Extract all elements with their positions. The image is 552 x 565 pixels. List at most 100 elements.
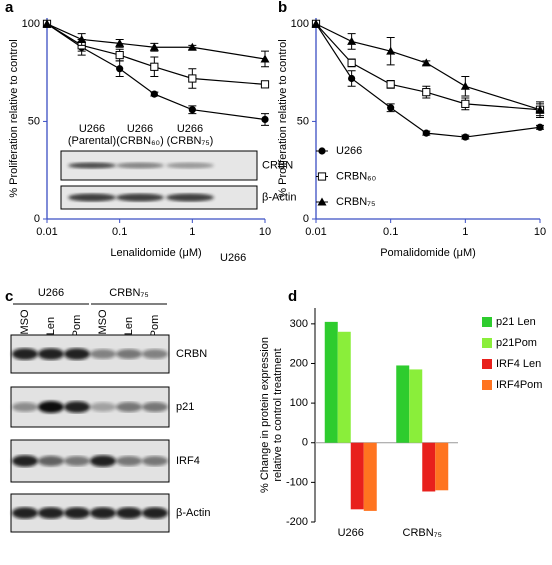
y-tick-label: 100: [290, 397, 308, 409]
blot-band: [142, 402, 168, 412]
y-axis-label: % Proliferation relative to control: [277, 39, 289, 197]
marker: [386, 46, 396, 55]
blot-band: [90, 402, 116, 412]
panel-label: b: [278, 0, 287, 16]
marker: [150, 62, 159, 71]
blot-band: [38, 401, 64, 413]
marker: [187, 42, 197, 51]
blot-band: [64, 348, 90, 360]
bar: [363, 442, 377, 511]
legend-swatch: [482, 359, 492, 369]
y-tick-label: 100: [291, 18, 309, 30]
group-label: U266: [38, 287, 64, 299]
legend-label: U266: [336, 145, 362, 157]
legend-label: IRF4 Len: [496, 358, 541, 370]
marker: [261, 115, 269, 124]
series-line: [46, 23, 266, 85]
x-tick-label: 0.01: [36, 226, 57, 238]
y-tick-label: 0: [302, 437, 308, 449]
x-axis-label: Lenalidomide (μM): [110, 247, 201, 259]
x-tick-label: 0.1: [383, 226, 398, 238]
x-tick-label: U266: [338, 527, 364, 539]
blot-band: [166, 193, 214, 202]
inset-row-label: CRBN: [262, 159, 293, 171]
panel-label: c: [5, 288, 13, 305]
blot-band: [142, 507, 168, 519]
bar: [396, 365, 410, 443]
blot-band: [116, 456, 142, 466]
inset-column-label: (CRBN₆₀): [116, 135, 164, 147]
legend-label: IRF4Pom: [496, 379, 542, 391]
blot-band: [142, 349, 168, 359]
blot-band: [90, 455, 116, 467]
blot-band: [166, 162, 214, 169]
panel-label: a: [5, 0, 14, 16]
x-tick-label: 1: [189, 226, 195, 238]
bar: [422, 442, 436, 492]
marker: [422, 88, 431, 97]
marker: [461, 99, 470, 108]
marker: [317, 172, 327, 181]
marker: [422, 129, 430, 137]
x-tick-label: 0.01: [305, 226, 326, 238]
lane-label: Pom: [71, 315, 83, 338]
legend-label: CRBN₆₀: [336, 170, 376, 182]
y-tick-label: 100: [22, 18, 40, 30]
marker: [387, 104, 395, 112]
series-line: [46, 23, 266, 121]
blot-band: [12, 402, 38, 412]
blot-band: [116, 402, 142, 412]
blot-band: [12, 455, 38, 467]
marker: [77, 34, 87, 43]
inset-row-label: β-Actin: [262, 191, 296, 203]
lane-label: DMSO: [97, 309, 109, 342]
marker: [115, 38, 125, 47]
blot-band: [38, 348, 64, 360]
marker: [421, 58, 431, 67]
lane-label: Pom: [149, 315, 161, 338]
legend-label: CRBN₇₅: [336, 196, 375, 208]
blot-band: [68, 193, 116, 202]
lane-label: Len: [45, 317, 57, 335]
marker: [260, 54, 270, 63]
bar: [324, 321, 338, 443]
x-tick-label: 0.1: [112, 226, 127, 238]
blot-band: [64, 507, 90, 519]
marker: [460, 81, 470, 90]
y-tick-label: 200: [290, 357, 308, 369]
blot-band: [12, 507, 38, 519]
legend-swatch: [482, 338, 492, 348]
blot-band: [12, 348, 38, 360]
row-label: β-Actin: [176, 507, 210, 519]
y-tick-label: -100: [286, 476, 308, 488]
row-label: CRBN: [176, 348, 207, 360]
y-tick-label: 300: [290, 318, 308, 330]
y-tick-label: 50: [28, 115, 40, 127]
marker: [318, 147, 326, 155]
marker: [347, 58, 356, 67]
marker: [461, 133, 469, 141]
inset-column-label: (Parental): [68, 135, 116, 147]
bar: [350, 442, 364, 510]
marker: [42, 19, 52, 28]
legend-swatch: [482, 380, 492, 390]
blot-band: [116, 162, 164, 169]
series-line: [315, 23, 541, 111]
legend-label: p21Pom: [496, 337, 537, 349]
marker: [386, 80, 395, 89]
marker: [150, 90, 158, 98]
blot-band: [116, 193, 164, 202]
blot-band: [142, 456, 168, 466]
blot-band: [64, 401, 90, 413]
bar: [409, 369, 423, 443]
x-tick-label: 1: [462, 226, 468, 238]
y-axis-label: relative to control treatment: [272, 348, 284, 481]
y-axis-label: % Proliferation relative to control: [8, 39, 20, 197]
blot-band: [90, 507, 116, 519]
blot-band: [116, 507, 142, 519]
y-axis-label: % Change in protein expression: [259, 337, 271, 493]
y-tick-label: -200: [286, 516, 308, 528]
note: U266: [220, 252, 246, 264]
legend-swatch: [482, 317, 492, 327]
